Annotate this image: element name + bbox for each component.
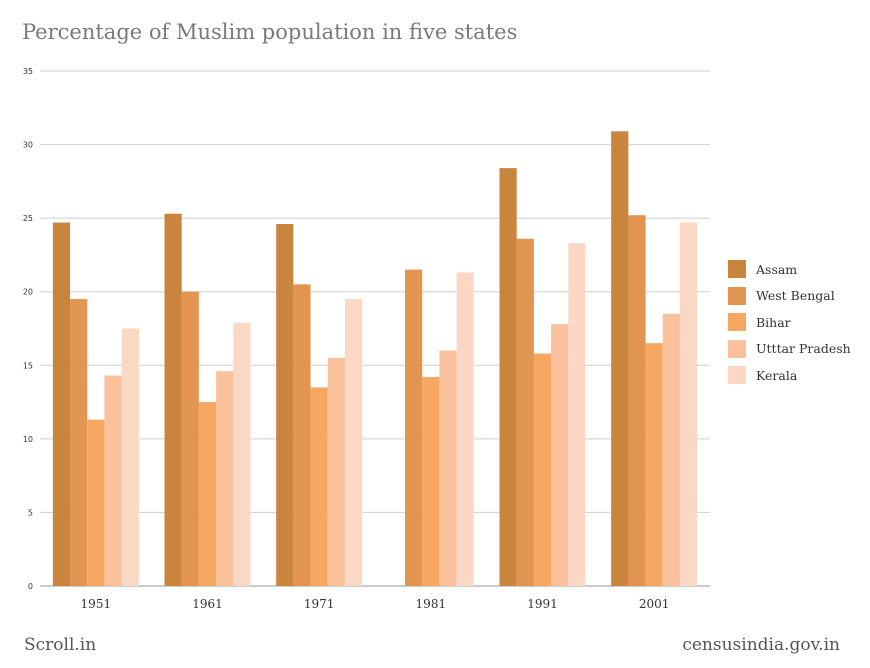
bar-kerala-1971: [344, 299, 363, 586]
y-tick-label: 25: [23, 214, 33, 223]
legend-item: Bihar: [728, 309, 851, 336]
gridlines: [40, 70, 710, 587]
bars: [52, 131, 698, 587]
bar-utttar-pradesh-1991: [551, 324, 569, 586]
bar-kerala-2001: [679, 222, 698, 587]
bar-kerala-1981: [456, 272, 474, 586]
x-axis-labels: 1951 1961 1971 1981 1991 2001: [81, 597, 670, 611]
legend-label: Bihar: [756, 314, 791, 330]
bar-kerala-1961: [233, 322, 251, 586]
bar-bihar-1951: [87, 419, 105, 586]
source-right: censusindia.gov.in: [682, 635, 840, 655]
bar-west-bengal-1981: [405, 269, 423, 586]
bar-utttar-pradesh-1981: [439, 350, 457, 586]
legend: Assam West Bengal Bihar Utttar Pradesh Keral…: [728, 256, 851, 389]
source-left: Scroll.in: [24, 635, 97, 655]
legend-item: Kerala: [728, 362, 851, 389]
legend-swatch: [728, 260, 746, 279]
y-tick-label: 5: [28, 508, 33, 517]
y-axis-ticks: 0 5 10 15 20 25 30 35: [23, 67, 33, 591]
bar-west-bengal-1971: [293, 284, 311, 586]
x-tick-label: 1951: [81, 597, 112, 611]
x-tick-label: 1971: [304, 597, 335, 611]
bar-utttar-pradesh-1971: [327, 357, 345, 586]
bar-kerala-1951: [121, 328, 139, 586]
bar-utttar-pradesh-1961: [216, 371, 234, 586]
bar-kerala-1991: [568, 243, 586, 586]
y-tick-label: 20: [23, 288, 33, 297]
legend-item: West Bengal: [728, 283, 851, 310]
x-tick-label: 2001: [639, 597, 670, 611]
legend-swatch: [728, 339, 746, 358]
legend-swatch: [728, 313, 746, 332]
bar-utttar-pradesh-2001: [662, 313, 680, 586]
bar-assam-1991: [499, 168, 517, 586]
bar-bihar-1981: [422, 377, 440, 586]
y-tick-label: 10: [23, 435, 33, 444]
chart-title: Percentage of Muslim population in five …: [22, 20, 518, 44]
y-tick-label: 0: [28, 582, 33, 591]
y-tick-label: 15: [23, 361, 33, 370]
bar-west-bengal-1951: [70, 299, 88, 586]
bar-west-bengal-1991: [516, 238, 534, 586]
legend-item: Utttar Pradesh: [728, 336, 851, 363]
legend-swatch: [728, 286, 746, 305]
bar-assam-1961: [164, 213, 182, 586]
bar-bihar-1961: [198, 402, 217, 586]
y-tick-label: 30: [23, 141, 33, 150]
x-tick-label: 1981: [416, 597, 447, 611]
bar-bihar-1991: [533, 353, 552, 586]
bar-west-bengal-1961: [181, 291, 199, 586]
bar-assam-1971: [276, 224, 294, 586]
legend-label: Kerala: [756, 367, 798, 383]
legend-item: Assam: [728, 256, 851, 283]
bar-assam-1951: [52, 222, 71, 587]
legend-label: Assam: [756, 261, 798, 277]
x-tick-label: 1961: [192, 597, 223, 611]
x-tick-label: 1991: [527, 597, 558, 611]
bar-assam-2001: [611, 131, 629, 587]
y-tick-label: 35: [23, 67, 33, 76]
legend-label: West Bengal: [756, 288, 835, 304]
bar-bihar-2001: [645, 343, 663, 586]
bar-west-bengal-2001: [628, 215, 646, 586]
legend-label: Utttar Pradesh: [756, 341, 851, 357]
legend-swatch: [728, 366, 746, 385]
bar-utttar-pradesh-1951: [104, 375, 122, 586]
bar-bihar-1971: [310, 387, 328, 586]
